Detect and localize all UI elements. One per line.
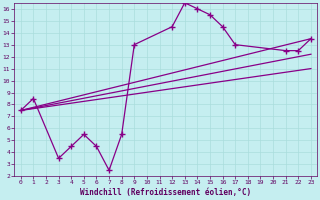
X-axis label: Windchill (Refroidissement éolien,°C): Windchill (Refroidissement éolien,°C)	[80, 188, 252, 197]
